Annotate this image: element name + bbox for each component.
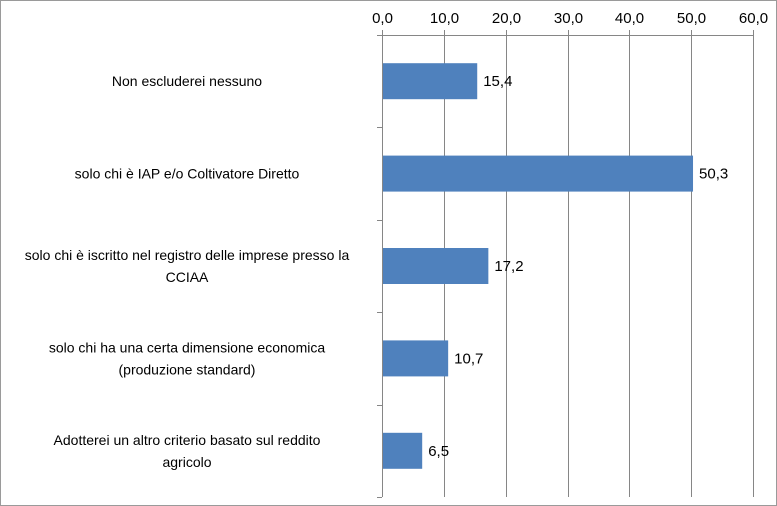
x-axis-tick-labels: 0,0 10,0 20,0 30,0 40,0 50,0 60,0 [372,10,768,27]
x-axis-tick-label: 30,0 [554,10,583,27]
category-label: Non escluderei nessuno [112,73,262,89]
category-label: solo chi è iscritto nel registro delle i… [25,247,350,285]
category-label: solo chi è IAP e/o Coltivatore Diretto [75,166,300,182]
data-label: 10,7 [454,350,483,367]
data-label: 15,4 [483,73,512,90]
bars [383,63,694,469]
bar [383,155,694,192]
x-axis-tick-label: 50,0 [677,10,706,27]
x-axis-tick-label: 0,0 [372,10,393,27]
data-label: 17,2 [494,258,523,275]
x-axis-tick-label: 10,0 [430,10,459,27]
data-label: 50,3 [699,166,728,183]
x-axis-tick-label: 40,0 [615,10,644,27]
axes [377,30,754,498]
category-labels: Non escluderei nessuno solo chi è IAP e/o… [25,73,350,470]
data-labels: 15,4 50,3 17,2 10,7 6,5 [428,73,728,460]
category-label: solo chi ha una certa dimensione economi… [49,339,325,377]
category-label: Adotterei un altro criterio basato sul r… [54,432,321,470]
bar [383,248,489,284]
x-axis-tick-label: 20,0 [492,10,521,27]
bar [383,340,449,377]
data-label: 6,5 [428,443,449,460]
x-axis-tick-label: 60,0 [739,10,768,27]
bar [383,63,478,100]
gridlines [444,35,754,497]
bar [383,432,423,469]
